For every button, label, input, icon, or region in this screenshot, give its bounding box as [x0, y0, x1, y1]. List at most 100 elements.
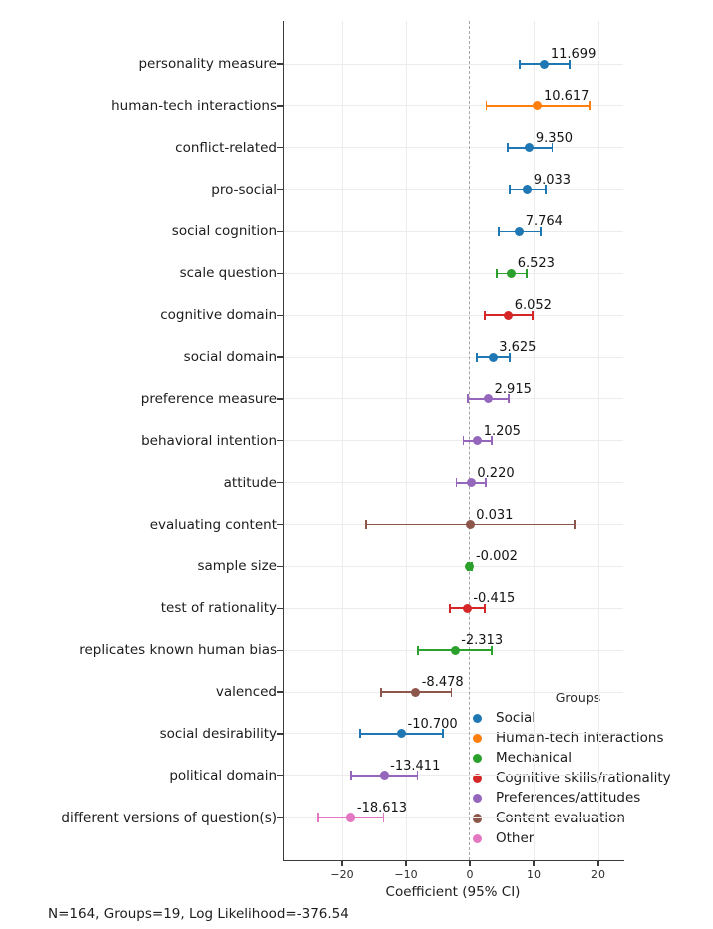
value-label: 1.205	[483, 423, 521, 439]
error-bar-cap-right	[588, 101, 591, 111]
category-label: political domain	[169, 767, 277, 784]
error-bar-cap-left	[462, 436, 465, 446]
error-bar-cap-right	[551, 143, 554, 153]
y-tick-mark	[277, 230, 283, 233]
x-tick-mark	[597, 861, 599, 867]
y-tick-mark	[277, 649, 283, 651]
x-tick-mark	[405, 861, 407, 867]
x-tick-label: 20	[591, 868, 605, 881]
category-label: pro-social	[211, 181, 277, 198]
category-label: social cognition	[171, 223, 277, 240]
point-marker	[450, 645, 460, 655]
legend-label: Preferences/attitudes	[496, 790, 641, 806]
legend-marker-dot-icon	[473, 773, 482, 783]
error-bar-cap-right	[574, 520, 576, 530]
value-label: 0.220	[477, 465, 515, 481]
error-bar-cap-left	[519, 59, 521, 69]
point-marker	[484, 394, 494, 404]
y-tick-mark	[277, 440, 283, 442]
point-marker	[465, 520, 475, 530]
x-axis-spine	[283, 860, 624, 862]
legend-item: Mechanical	[460, 748, 696, 768]
error-bar-cap-left	[364, 520, 367, 530]
point-marker	[397, 729, 407, 739]
y-axis-spine	[283, 21, 285, 861]
category-label: replicates known human bias	[79, 642, 277, 659]
y-tick-mark	[277, 105, 283, 107]
legend-marker-dot-icon	[473, 793, 482, 803]
error-bar-cap-left	[467, 394, 469, 404]
x-axis-title: Coefficient (95% CI)	[385, 884, 521, 900]
x-tick-mark	[469, 861, 471, 867]
legend-marker-dot-icon	[473, 833, 482, 843]
error-bar-cap-right	[450, 687, 453, 697]
category-label: cognitive domain	[160, 307, 277, 324]
y-tick-mark	[277, 691, 283, 693]
error-bar-cap-right	[526, 268, 528, 278]
error-bar-cap-right	[483, 603, 486, 613]
error-bar-cap-left	[359, 729, 361, 739]
value-label: 9.033	[533, 172, 572, 188]
y-gridline	[283, 189, 623, 191]
legend-title: Groups	[555, 690, 601, 705]
error-bar-cap-left	[449, 603, 451, 613]
error-bar-cap-right	[508, 394, 510, 404]
point-marker	[346, 813, 356, 823]
value-label: 10.617	[543, 88, 590, 104]
y-gridline	[283, 482, 623, 484]
error-bar-cap-right	[508, 352, 511, 362]
category-label: social desirability	[159, 725, 277, 742]
point-marker	[411, 687, 421, 697]
value-label: 7.764	[525, 214, 563, 230]
y-tick-mark	[277, 775, 283, 777]
error-bar-cap-left	[476, 352, 478, 362]
point-marker	[473, 436, 483, 446]
x-tick-mark	[341, 861, 343, 867]
error-bar-cap-right	[531, 310, 534, 320]
error-bar-cap-right	[382, 813, 385, 823]
error-bar-cap-right	[490, 436, 493, 446]
y-tick-mark	[277, 565, 283, 568]
model-stats-footnote: N=164, Groups=19, Log Likelihood=-376.54	[48, 906, 349, 922]
y-tick-mark	[277, 63, 283, 65]
category-label: different versions of question(s)	[61, 809, 277, 826]
y-tick-mark	[277, 314, 283, 316]
category-label: attitude	[223, 474, 277, 491]
y-tick-mark	[277, 817, 283, 819]
error-bar-cap-left	[508, 185, 511, 195]
legend-marker-dot-icon	[473, 713, 482, 723]
point-marker	[515, 226, 525, 236]
error-bar-cap-right	[416, 771, 419, 781]
error-bar-cap-left	[497, 226, 500, 236]
value-label: -0.002	[475, 549, 518, 565]
category-label: evaluating content	[149, 516, 277, 533]
y-gridline	[283, 314, 623, 316]
value-label: -2.313	[461, 633, 504, 649]
category-label: conflict-related	[175, 139, 277, 156]
y-tick-mark	[277, 733, 283, 735]
y-gridline	[283, 398, 623, 400]
error-bar-cap-left	[483, 310, 486, 320]
y-tick-mark	[277, 398, 283, 400]
error-bar-cap-right	[490, 645, 493, 655]
point-marker	[466, 478, 476, 488]
value-label: -13.411	[390, 758, 441, 774]
value-label: 0.031	[476, 507, 514, 523]
y-gridline	[283, 565, 623, 567]
y-tick-mark	[277, 147, 283, 149]
y-gridline	[283, 440, 623, 442]
y-gridline	[283, 272, 623, 274]
legend-marker-dot-icon	[473, 733, 482, 743]
error-bar-cap-left	[350, 771, 352, 781]
point-marker	[525, 143, 535, 153]
legend-marker-dot-icon	[473, 753, 482, 763]
y-gridline	[283, 691, 623, 693]
legend-label: Cognitive skills/rationality	[496, 770, 671, 786]
legend-item: Social	[460, 708, 696, 728]
category-label: test of rationality	[160, 600, 277, 617]
error-bar-cap-right	[442, 729, 444, 739]
value-label: -10.700	[407, 716, 458, 732]
category-label: human-tech interactions	[111, 97, 277, 114]
value-label: 9.350	[535, 130, 574, 146]
value-label: 3.625	[499, 340, 537, 356]
